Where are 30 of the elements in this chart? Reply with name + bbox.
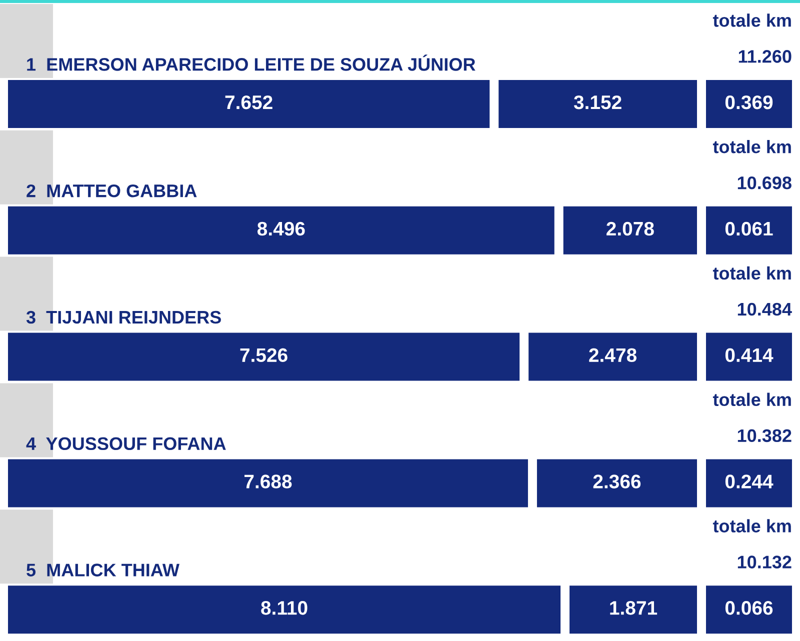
data-label: 0.061 (725, 222, 773, 236)
text: 10.382 (738, 429, 792, 442)
category-label: 4 YOUSSOUF FOFANA (26, 437, 226, 450)
text: totale km (712, 266, 791, 280)
data-label: 2.078 (606, 222, 654, 236)
category-label: 2 MATTEO GABBIA (26, 184, 197, 198)
data-label: 0.066 (725, 601, 773, 615)
text: totale km (712, 519, 791, 532)
data-label: 8.496 (257, 222, 305, 236)
text: totale km (712, 14, 791, 27)
text: 10.484 (738, 302, 792, 316)
data-label: 7.688 (244, 474, 292, 488)
category-label: 1 EMERSON APARECIDO LEITE DE SOUZA JÚNIOR (27, 54, 476, 71)
data-label: 2.366 (593, 474, 641, 488)
data-label: 2.478 (589, 348, 637, 362)
data-label: 8.110 (261, 601, 308, 615)
data-label: 0.244 (725, 474, 774, 488)
category-label: 3 TIJJANI REIJNDERS (26, 310, 221, 324)
data-label: 3.152 (574, 95, 622, 110)
data-label: 0.369 (725, 95, 773, 110)
data-label: 7.652 (225, 95, 272, 110)
category-label: 5 MALICK THIAW (26, 564, 180, 576)
text: 10.132 (738, 556, 792, 568)
text: 10.698 (738, 176, 792, 190)
data-label: 0.414 (725, 348, 774, 362)
text: totale km (712, 392, 791, 406)
data-label: 7.526 (240, 348, 288, 362)
text: totale km (712, 140, 791, 154)
data-label: 1.871 (610, 601, 658, 615)
text: 11.260 (738, 50, 792, 63)
